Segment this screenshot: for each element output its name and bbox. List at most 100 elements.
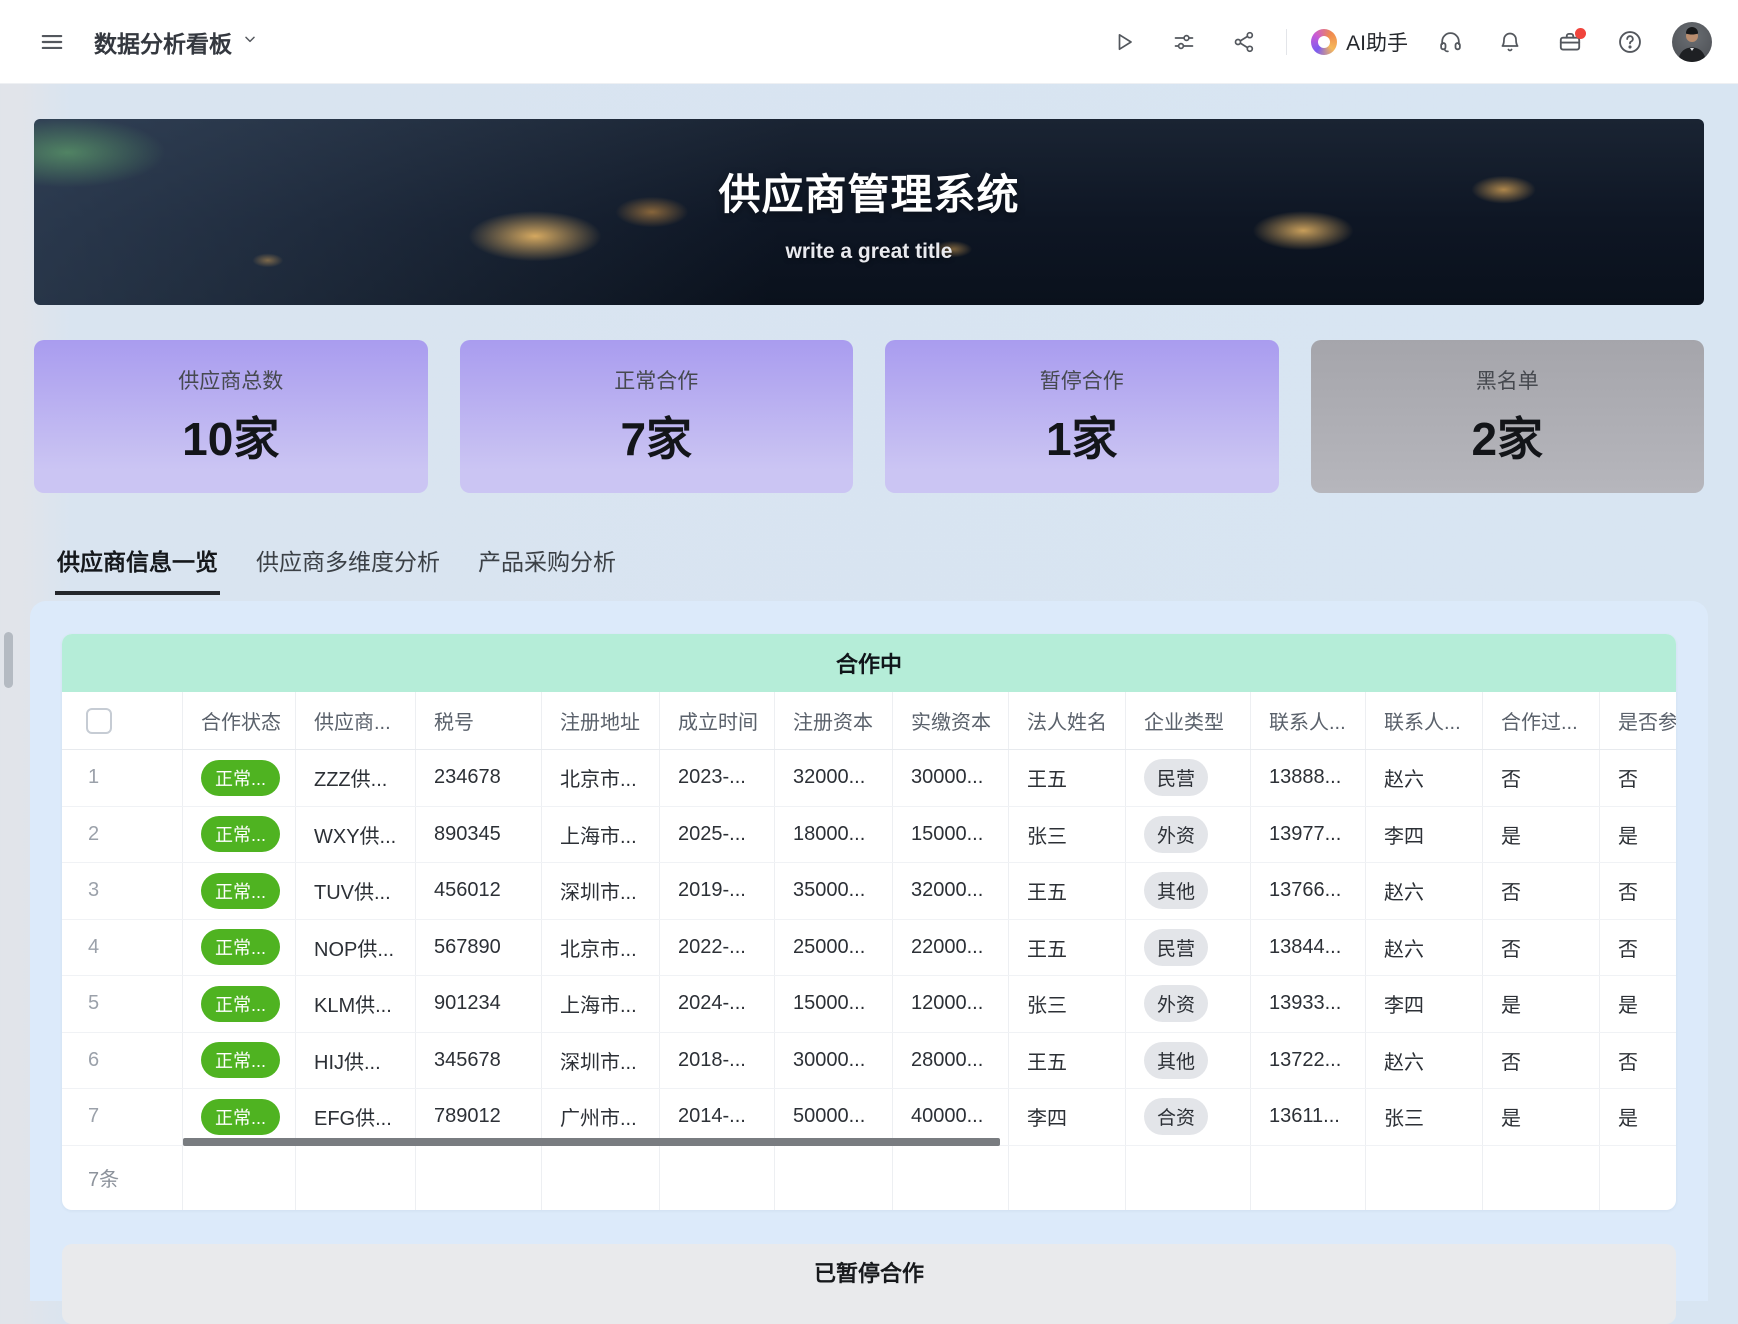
cell-contact-name: 张三: [1366, 1089, 1483, 1145]
tab-multidimensional-analysis[interactable]: 供应商多维度分析: [256, 549, 440, 575]
inbox-button[interactable]: [1552, 24, 1588, 60]
column-header[interactable]: 注册地址: [542, 692, 660, 749]
bell-icon: [1498, 30, 1522, 54]
column-header[interactable]: 是否参...: [1600, 692, 1676, 749]
company-type-badge: 民营: [1144, 928, 1209, 966]
cell-history: 否: [1483, 750, 1600, 806]
cell-address: 深圳市...: [542, 863, 660, 919]
cell-history: 否: [1483, 919, 1600, 975]
cell-contact-name: 李四: [1366, 806, 1483, 862]
cell-address: 深圳市...: [542, 1032, 660, 1088]
select-all-checkbox[interactable]: [86, 707, 112, 734]
table-row[interactable]: 6 正常... HIJ供... 345678 深圳市... 2018-... 30000..…: [62, 1032, 1676, 1089]
page-scrollbar[interactable]: [4, 632, 13, 688]
headset-icon: [1438, 29, 1463, 54]
share-button[interactable]: [1226, 24, 1262, 60]
stat-value: 2家: [1471, 412, 1544, 465]
row-number: 7: [62, 1089, 183, 1145]
cell-paid-capital: 30000...: [893, 750, 1009, 806]
tab-procurement-analysis[interactable]: 产品采购分析: [478, 549, 616, 575]
tabs-bar: 供应商信息一览 供应商多维度分析 产品采购分析: [55, 543, 1738, 595]
table-row[interactable]: 1 正常... ZZZ供... 234678 北京市... 2023-... 32000..…: [62, 750, 1676, 807]
cell-reg-capital: 15000...: [775, 976, 893, 1032]
cell-reg-capital: 35000...: [775, 863, 893, 919]
stat-label: 暂停合作: [1039, 369, 1124, 393]
cell-founded: 2014-...: [660, 1089, 775, 1145]
dashboard-title-dropdown[interactable]: 数据分析看板: [70, 25, 258, 59]
cell-contact-phone: 13722...: [1251, 1032, 1366, 1088]
cell-participate: 否: [1600, 750, 1676, 806]
company-type-badge: 合资: [1144, 1098, 1209, 1136]
cell-address: 北京市...: [542, 750, 660, 806]
cell-legal-person: 李四: [1009, 1089, 1126, 1145]
support-button[interactable]: [1432, 24, 1468, 60]
column-header[interactable]: 供应商...: [296, 692, 416, 749]
adjustments-button[interactable]: [1166, 24, 1202, 60]
paused-section-card: 已暂停合作: [62, 1243, 1676, 1324]
status-badge: 正常...: [201, 985, 281, 1022]
column-header[interactable]: 税号: [416, 692, 542, 749]
cell-supplier: NOP供...: [296, 919, 416, 975]
company-type-badge: 外资: [1144, 985, 1209, 1023]
help-button[interactable]: [1612, 24, 1648, 60]
column-header[interactable]: 联系人...: [1251, 692, 1366, 749]
column-header[interactable]: 合作状态: [183, 692, 296, 749]
cell-legal-person: 张三: [1009, 976, 1126, 1032]
cell-founded: 2022-...: [660, 919, 775, 975]
status-cell: 正常...: [183, 976, 296, 1032]
cell-contact-phone: 13933...: [1251, 976, 1366, 1032]
tab-supplier-overview[interactable]: 供应商信息一览: [55, 543, 220, 595]
briefcase-icon: [1557, 29, 1583, 55]
column-header[interactable]: 成立时间: [660, 692, 775, 749]
notifications-button[interactable]: [1492, 24, 1528, 60]
cell-tax-id: 345678: [416, 1032, 542, 1088]
notification-dot: [1575, 27, 1586, 39]
company-type-badge: 民营: [1144, 759, 1209, 797]
ai-logo-icon: [1311, 28, 1338, 55]
table-section-title: 合作中: [62, 634, 1676, 692]
select-all-cell[interactable]: [62, 692, 183, 749]
cell-founded: 2018-...: [660, 1032, 775, 1088]
footer-cell: [1483, 1145, 1600, 1210]
column-header[interactable]: 合作过...: [1483, 692, 1600, 749]
play-button[interactable]: [1106, 24, 1142, 60]
table-row[interactable]: 5 正常... KLM供... 901234 上海市... 2024-... 15000..…: [62, 976, 1676, 1033]
stat-label: 黑名单: [1475, 369, 1539, 393]
table-row[interactable]: 2 正常... WXY供... 890345 上海市... 2025-... 18000..…: [62, 806, 1676, 863]
cell-legal-person: 王五: [1009, 863, 1126, 919]
stats-row: 供应商总数 10家 正常合作 7家 暂停合作 1家 黑名单 2家: [34, 340, 1704, 493]
column-header[interactable]: 法人姓名: [1009, 692, 1126, 749]
stat-card-normal[interactable]: 正常合作 7家: [459, 340, 853, 493]
column-header[interactable]: 企业类型: [1126, 692, 1251, 749]
column-header[interactable]: 实缴资本: [893, 692, 1009, 749]
cell-founded: 2024-...: [660, 976, 775, 1032]
row-number: 6: [62, 1032, 183, 1088]
column-header[interactable]: 注册资本: [775, 692, 893, 749]
row-number: 1: [62, 750, 183, 806]
stat-card-paused[interactable]: 暂停合作 1家: [885, 340, 1279, 493]
table-row[interactable]: 7 正常... EFG供... 789012 广州市... 2014-... 50000..…: [62, 1089, 1676, 1146]
footer-cell: [1126, 1145, 1251, 1210]
table-horizontal-scrollbar[interactable]: [183, 1137, 1000, 1146]
row-number: 4: [62, 919, 183, 975]
cell-legal-person: 王五: [1009, 750, 1126, 806]
ai-assistant-label: AI助手: [1346, 31, 1408, 55]
cell-history: 是: [1483, 976, 1600, 1032]
menu-button[interactable]: [34, 24, 70, 60]
status-cell: 正常...: [183, 1032, 296, 1088]
hero-banner[interactable]: 供应商管理系统 write a great title: [34, 119, 1704, 305]
cell-legal-person: 王五: [1009, 919, 1126, 975]
help-icon: [1617, 29, 1643, 55]
status-badge: 正常...: [201, 816, 281, 853]
company-type-cell: 民营: [1126, 919, 1251, 975]
stat-card-total[interactable]: 供应商总数 10家: [34, 340, 428, 493]
column-header[interactable]: 联系人...: [1366, 692, 1483, 749]
table-row[interactable]: 4 正常... NOP供... 567890 北京市... 2022-... 25000..…: [62, 919, 1676, 976]
cell-reg-capital: 30000...: [775, 1032, 893, 1088]
table-row[interactable]: 3 正常... TUV供... 456012 深圳市... 2019-... 35000..…: [62, 863, 1676, 920]
banner-subtitle-placeholder[interactable]: write a great title: [785, 239, 953, 263]
cell-paid-capital: 12000...: [893, 976, 1009, 1032]
stat-card-blacklist[interactable]: 黑名单 2家: [1310, 340, 1704, 493]
user-avatar[interactable]: [1672, 21, 1712, 62]
ai-assistant-button[interactable]: AI助手: [1311, 27, 1408, 57]
